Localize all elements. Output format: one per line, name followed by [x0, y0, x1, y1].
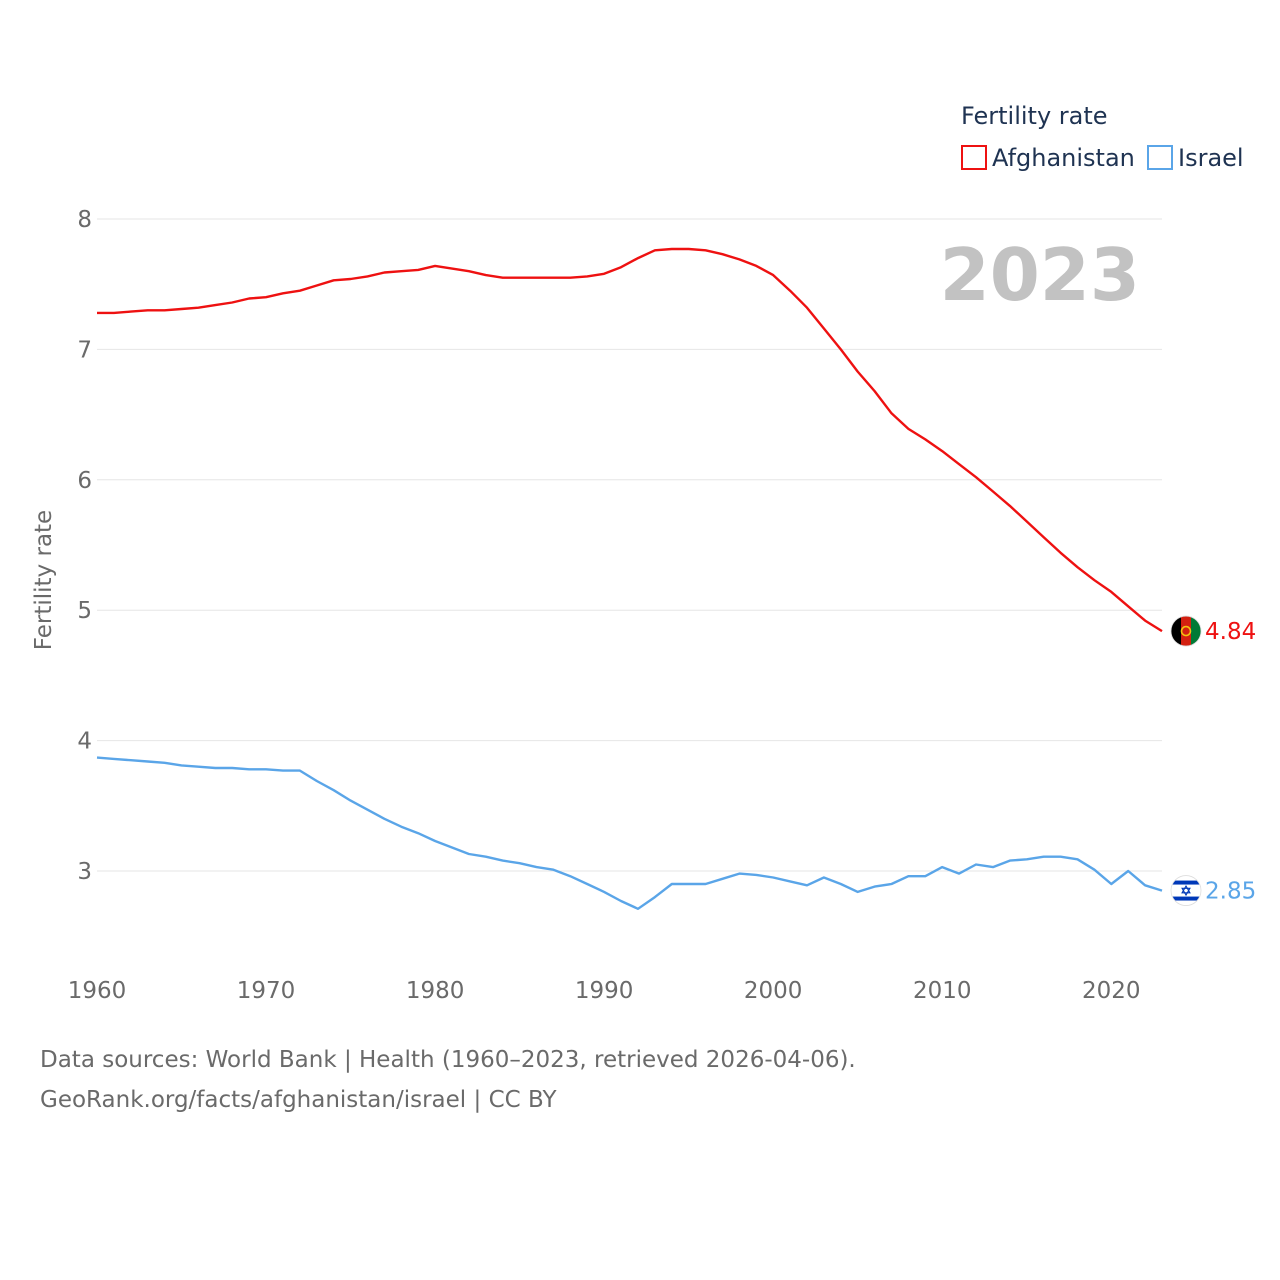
x-axis-ticks: 1960 1970 1980 1990 2000 2010 2020: [68, 978, 1141, 1004]
y-tick-label: 6: [77, 468, 92, 494]
series-line-afghanistan[interactable]: [97, 247, 1163, 633]
source-link[interactable]: GeoRank.org/facts/afghanistan/israel | C…: [40, 1087, 557, 1113]
x-tick-label: 1960: [68, 978, 127, 1004]
legend-title: Fertility rate: [961, 102, 1108, 130]
end-value-label-israel: 2.85: [1205, 879, 1256, 905]
y-tick-label: 5: [77, 598, 92, 624]
legend: Fertility rate Afghanistan Israel: [961, 102, 1244, 172]
end-markers: 4.84 2.85: [1170, 615, 1256, 906]
legend-swatch-israel: [1147, 145, 1173, 170]
legend-item-afghanistan[interactable]: Afghanistan: [961, 144, 1135, 172]
legend-label-afghanistan: Afghanistan: [992, 144, 1135, 172]
y-tick-label: 3: [77, 859, 92, 885]
y-tick-label: 7: [77, 337, 92, 363]
y-axis-title: Fertility rate: [31, 510, 57, 650]
x-tick-label: 1970: [237, 978, 296, 1004]
series-group: [96, 247, 1163, 910]
footer: Data sources: World Bank | Health (1960–…: [40, 1040, 856, 1120]
x-tick-label: 1980: [406, 978, 465, 1004]
legend-swatch-afghanistan: [961, 145, 987, 170]
x-tick-label: 2010: [913, 978, 972, 1004]
x-tick-label: 2020: [1082, 978, 1141, 1004]
end-value-label-afghanistan: 4.84: [1205, 619, 1256, 645]
y-tick-label: 4: [77, 729, 92, 755]
israel-flag-icon: [1170, 875, 1202, 906]
x-tick-label: 1990: [575, 978, 634, 1004]
current-year-label: 2023: [940, 233, 1140, 317]
legend-item-israel[interactable]: Israel: [1147, 144, 1244, 172]
y-tick-label: 8: [77, 207, 92, 233]
data-sources-text: Data sources: World Bank | Health (1960–…: [40, 1047, 856, 1073]
y-axis-ticks: 3 4 5 6 7 8: [77, 207, 92, 885]
x-tick-label: 2000: [744, 978, 803, 1004]
series-line-israel[interactable]: [96, 756, 1163, 910]
afghanistan-flag-icon: [1170, 615, 1202, 647]
legend-label-israel: Israel: [1178, 144, 1244, 172]
grid: [97, 218, 1162, 872]
